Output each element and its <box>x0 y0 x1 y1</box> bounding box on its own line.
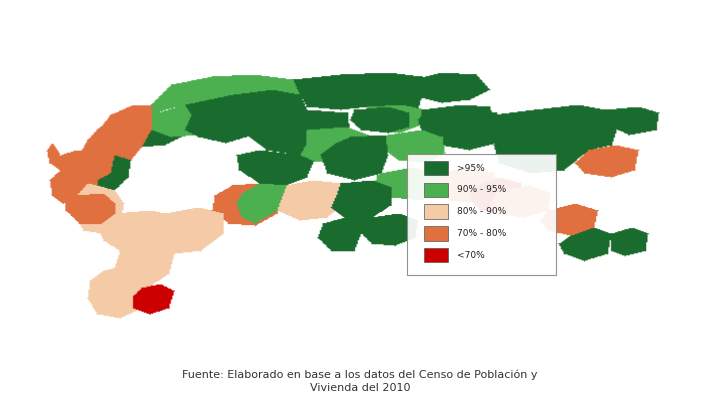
Text: Fuente: Elaborado en base a los datos del Censo de Población y
Vivienda del 2010: Fuente: Elaborado en base a los datos de… <box>182 369 538 393</box>
Text: NIVEL DE ELECTRIFICACIÓN REPÚBLICA DOMINICANA (AÑO 2010): NIVEL DE ELECTRIFICACIÓN REPÚBLICA DOMIN… <box>66 20 654 37</box>
Text: >95%: >95% <box>456 164 485 173</box>
Text: 90% - 95%: 90% - 95% <box>456 185 506 194</box>
Text: 80% - 90%: 80% - 90% <box>456 207 506 216</box>
Bar <box>424 226 448 241</box>
Bar <box>424 183 448 197</box>
Text: <70%: <70% <box>456 251 485 260</box>
FancyBboxPatch shape <box>408 154 557 275</box>
Bar <box>424 161 448 175</box>
Bar <box>424 248 448 262</box>
Text: 70% - 80%: 70% - 80% <box>456 229 506 238</box>
Bar <box>424 205 448 219</box>
